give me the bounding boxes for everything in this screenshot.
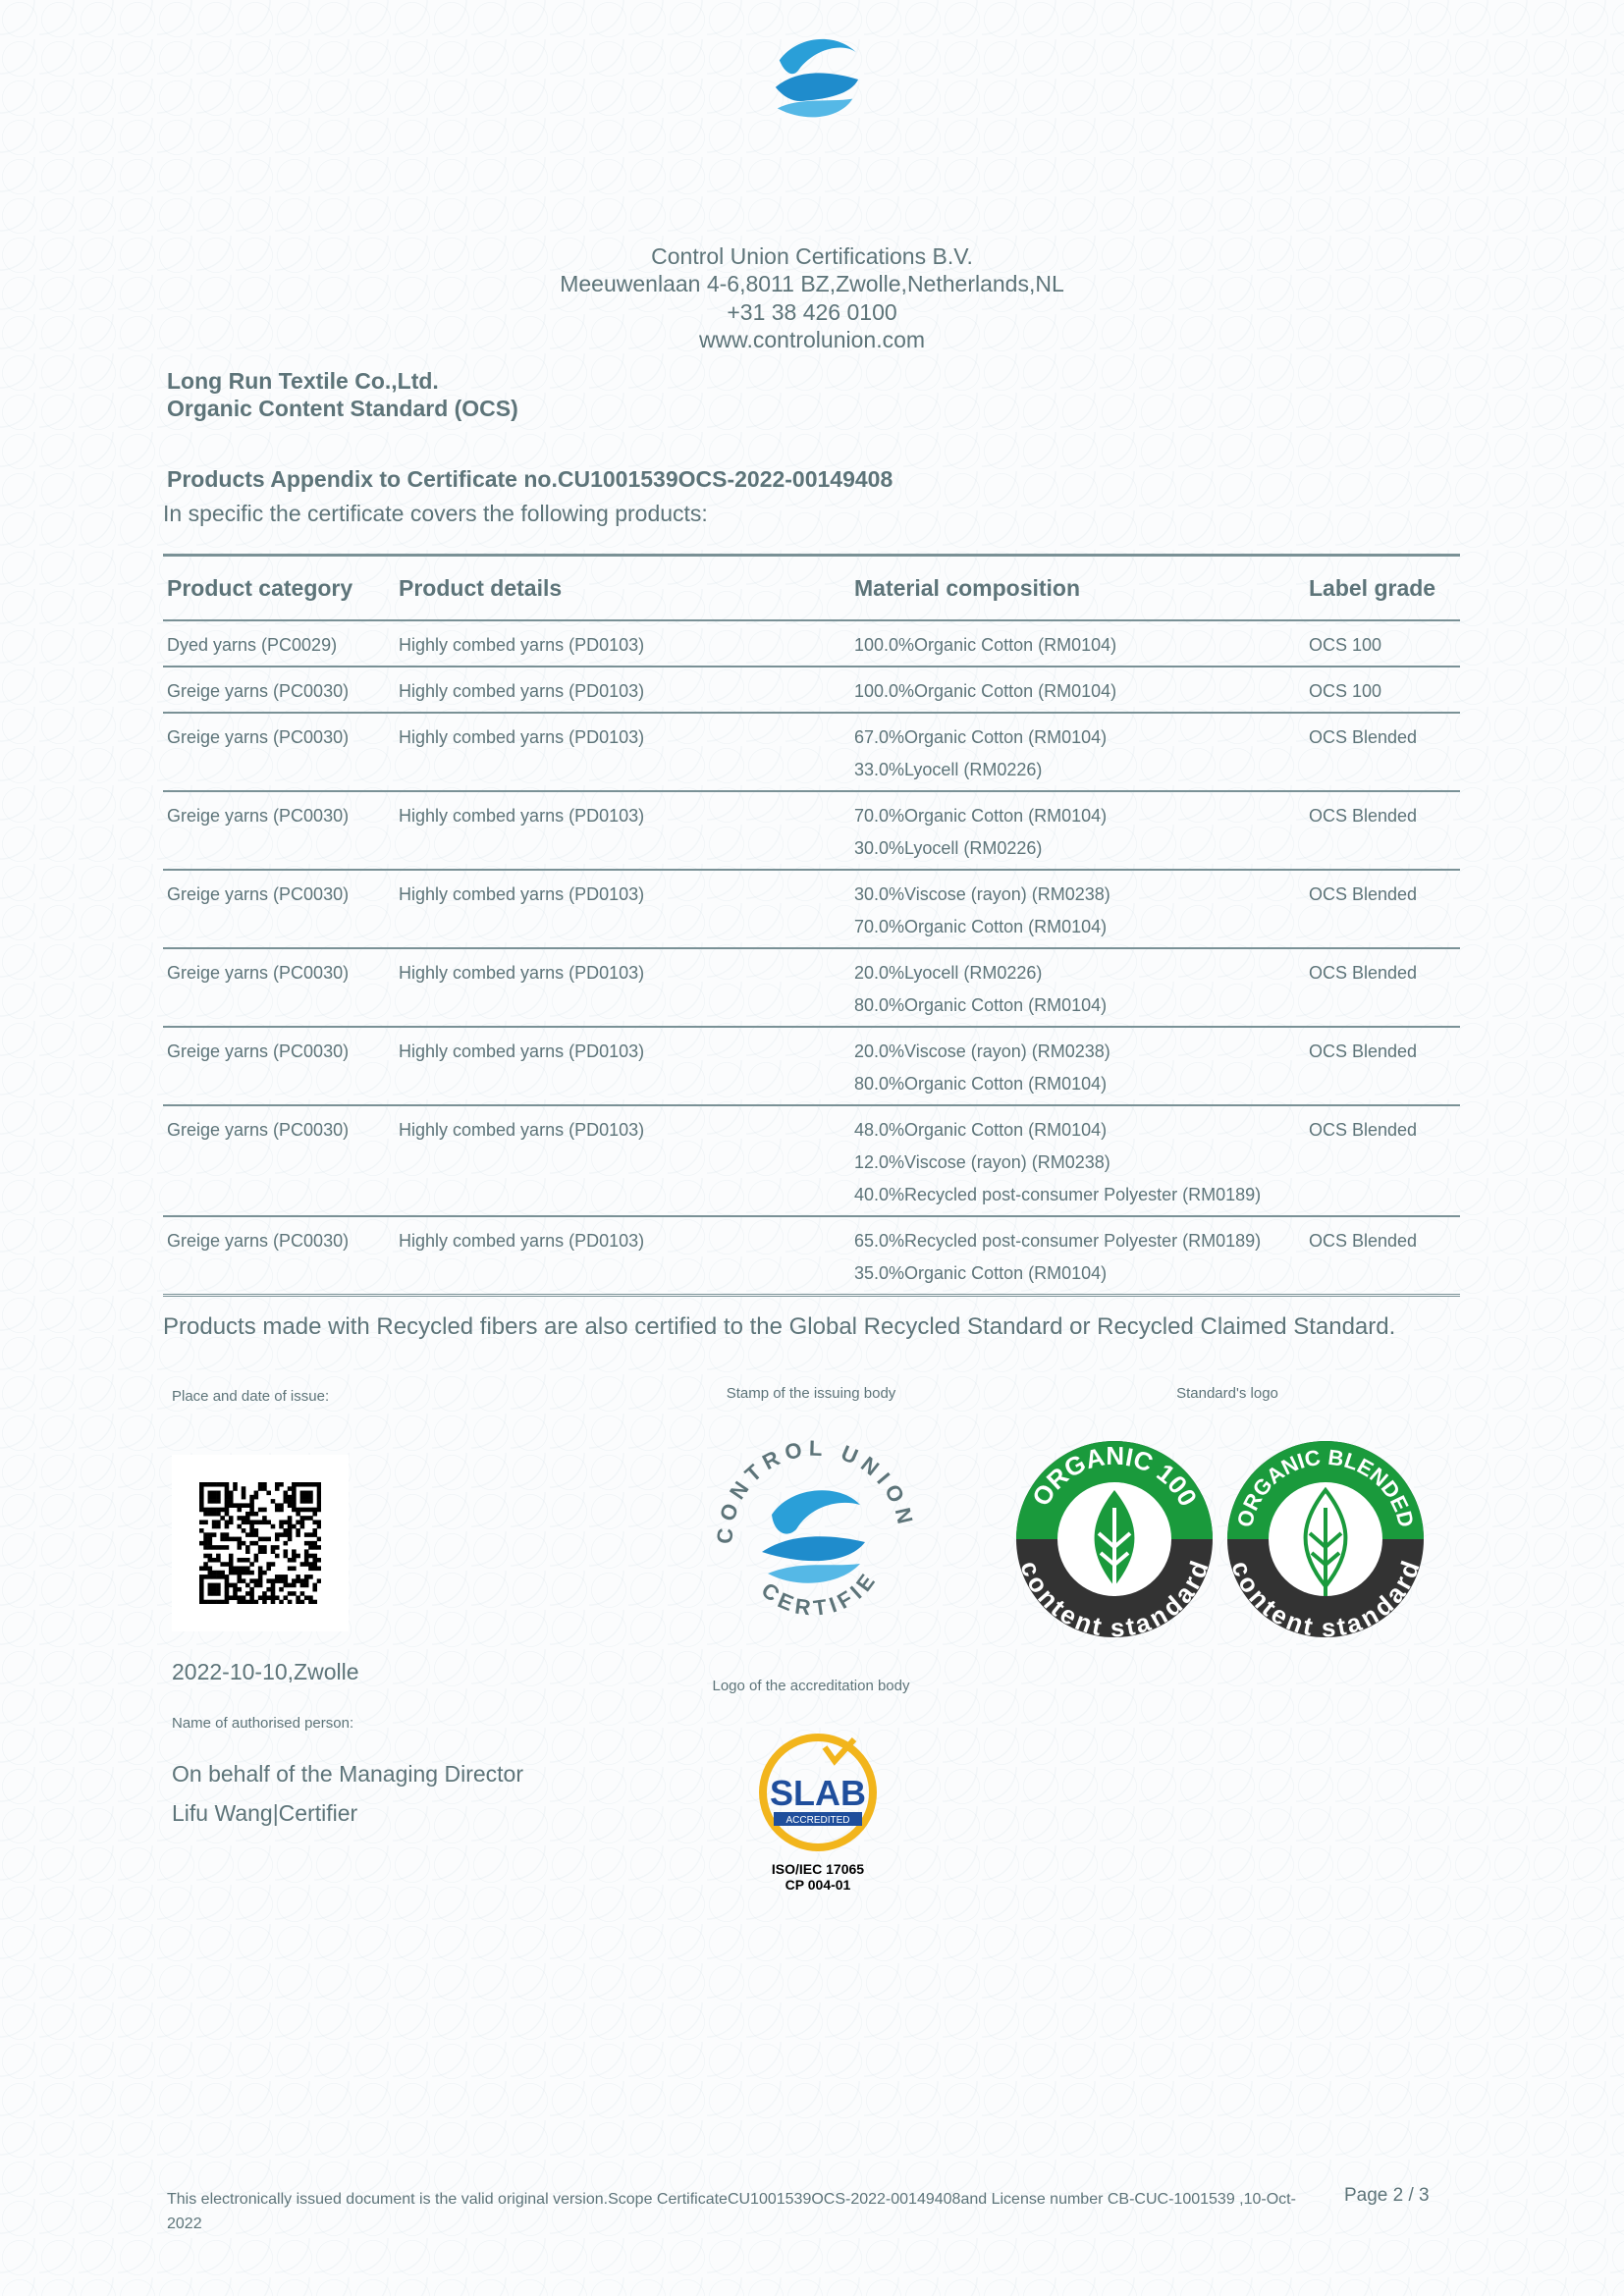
cell-grade: OCS 100 [1305,620,1460,667]
cell-details: Highly combed yarns (PD0103) [395,870,850,949]
cell-category: Dyed yarns (PC0029) [163,620,395,667]
cell-grade: OCS Blended [1305,713,1460,792]
table-row: Greige yarns (PC0030) Highly combed yarns… [163,667,1460,714]
col-header-category: Product category [163,555,395,621]
certifier-name: Lifu Wang|Certifier [172,1800,358,1826]
table-row: Greige yarns (PC0030) Highly combed yarns… [163,1027,1460,1106]
cell-details: Highly combed yarns (PD0103) [395,713,850,792]
table-row: Dyed yarns (PC0029) Highly combed yarns (… [163,620,1460,667]
composition-line: 20.0%Lyocell (RM0226) [854,963,1043,983]
cell-details: Highly combed yarns (PD0103) [395,1027,850,1106]
composition-line: 80.0%Organic Cotton (RM0104) [854,1074,1108,1094]
page-number: Page 2 / 3 [1344,2185,1430,2206]
cell-category: Greige yarns (PC0030) [163,1027,395,1106]
on-behalf-text: On behalf of the Managing Director [172,1761,523,1787]
composition-line: 70.0%Organic Cotton (RM0104) [854,806,1108,826]
composition-line: 33.0%Lyocell (RM0226) [854,760,1043,779]
cell-details: Highly combed yarns (PD0103) [395,667,850,714]
appendix-title: Products Appendix to Certificate no.CU10… [167,466,893,492]
cell-grade: OCS Blended [1305,791,1460,871]
cell-details: Highly combed yarns (PD0103) [395,948,850,1028]
composition-line: 20.0%Viscose (rayon) (RM0238) [854,1041,1110,1061]
ocs-100-logo: ORGANIC 100 content standard [1014,1441,1214,1639]
svg-text:CP 004-01: CP 004-01 [785,1877,851,1893]
ocs-blended-logo: ORGANIC BLENDED content standard [1225,1441,1426,1639]
cell-composition: 30.0%Viscose (rayon) (RM0238) 70.0%Organi… [850,870,1305,949]
cell-category: Greige yarns (PC0030) [163,1105,395,1217]
standards-logo-label: Standard's logo [1176,1385,1278,1402]
cell-composition: 20.0%Lyocell (RM0226) 80.0%Organic Cotton… [850,948,1305,1028]
svg-text:CONTROL UNION: CONTROL UNION [712,1436,917,1544]
qr-code [199,1482,321,1604]
place-date-label: Place and date of issue: [172,1388,330,1405]
products-table: Product category Product details Materia… [163,554,1460,1297]
org-phone: +31 38 426 0100 [727,299,897,325]
cell-grade: OCS Blended [1305,948,1460,1028]
cell-grade: OCS Blended [1309,1231,1418,1251]
org-address: Meeuwenlaan 4-6,8011 BZ,Zwolle,Netherlan… [560,271,1064,296]
svg-text:ACCREDITED: ACCREDITED [785,1815,849,1826]
composition-line: 30.0%Viscose (rayon) (RM0238) [854,884,1110,904]
composition-line: 12.0%Viscose (rayon) (RM0238) [854,1152,1110,1172]
org-website: www.controlunion.com [698,327,926,352]
org-name: Control Union Certifications B.V. [651,243,973,269]
accreditation-label: Logo of the accreditation body [712,1678,910,1694]
cell-composition: 20.0%Viscose (rayon) (RM0238) 80.0%Organi… [850,1027,1305,1106]
col-header-details: Product details [395,555,850,621]
cell-category: Greige yarns (PC0030) [167,1231,350,1251]
composition-line: 100.0%Organic Cotton (RM0104) [854,681,1117,701]
appendix-intro: In specific the certificate covers the f… [163,501,708,526]
composition-line: 40.0%Recycled post-consumer Polyester (R… [854,1185,1262,1204]
composition-line: 48.0%Organic Cotton (RM0104) [854,1120,1108,1140]
cell-category: Greige yarns (PC0030) [163,713,395,792]
stamp-label: Stamp of the issuing body [726,1385,896,1402]
cell-category: Greige yarns (PC0030) [163,870,395,949]
table-header-row: Product category Product details Materia… [163,555,1460,621]
footer-disclaimer: This electronically issued document is t… [167,2191,1296,2232]
cell-grade: OCS Blended [1305,1105,1460,1217]
cell-composition: 100.0%Organic Cotton (RM0104) [850,667,1305,714]
composition-line: 65.0%Recycled post-consumer Polyester (R… [854,1231,1262,1251]
slab-accredited-logo: SLAB ACCREDITED ISO/IEC 17065 CP 004-01 [759,1734,877,1893]
standard-name: Organic Content Standard (OCS) [167,396,518,421]
cell-composition: 48.0%Organic Cotton (RM0104) 12.0%Viscose… [850,1105,1305,1217]
composition-line: 100.0%Organic Cotton (RM0104) [854,635,1117,655]
table-row: Greige yarns (PC0030) Highly combed yarns… [163,1105,1460,1217]
composition-line: 35.0%Organic Cotton (RM0104) [854,1263,1108,1283]
table-row: Greige yarns (PC0030) Highly combed yarns… [163,948,1460,1028]
place-date: 2022-10-10,Zwolle [172,1659,359,1684]
col-header-composition: Material composition [850,555,1305,621]
cell-grade: OCS Blended [1305,1027,1460,1106]
control-union-logo [775,38,859,118]
composition-line: 30.0%Lyocell (RM0226) [854,838,1043,858]
svg-text:SLAB: SLAB [770,1773,866,1813]
cell-details: Highly combed yarns (PD0103) [395,791,850,871]
cell-composition: 65.0%Recycled post-consumer Polyester (R… [850,1216,1305,1296]
cell-grade: OCS Blended [1305,870,1460,949]
col-header-grade: Label grade [1305,555,1460,621]
svg-text:ISO/IEC 17065: ISO/IEC 17065 [772,1861,864,1877]
company-name: Long Run Textile Co.,Ltd. [167,368,439,394]
composition-line: 70.0%Organic Cotton (RM0104) [854,917,1108,936]
table-row: Greige yarns (PC0030) Highly combed yarns… [163,713,1460,792]
authorised-person-label: Name of authorised person: [172,1715,354,1732]
composition-line: 67.0%Organic Cotton (RM0104) [854,727,1108,747]
cell-details: Highly combed yarns (PD0103) [395,620,850,667]
cell-details: Highly combed yarns (PD0103) [399,1231,645,1251]
cell-details: Highly combed yarns (PD0103) [395,1105,850,1217]
cell-composition: 70.0%Organic Cotton (RM0104) 30.0%Lyocell… [850,791,1305,871]
qr-code-box [172,1455,349,1631]
cell-composition: 100.0%Organic Cotton (RM0104) [850,620,1305,667]
cell-composition: 67.0%Organic Cotton (RM0104) 33.0%Lyocell… [850,713,1305,792]
cell-category: Greige yarns (PC0030) [163,948,395,1028]
table-row: Greige yarns (PC0030) Highly combed yarns… [163,1216,1460,1296]
cell-grade: OCS 100 [1305,667,1460,714]
table-row: Greige yarns (PC0030) Highly combed yarns… [163,870,1460,949]
recycled-note: Products made with Recycled fibers are a… [163,1313,1396,1340]
control-union-certified-stamp: CONTROL UNION CERTIFIED [703,1436,917,1621]
cell-category: Greige yarns (PC0030) [163,791,395,871]
table-row: Greige yarns (PC0030) Highly combed yarns… [163,791,1460,871]
cell-category: Greige yarns (PC0030) [163,667,395,714]
composition-line: 80.0%Organic Cotton (RM0104) [854,995,1108,1015]
